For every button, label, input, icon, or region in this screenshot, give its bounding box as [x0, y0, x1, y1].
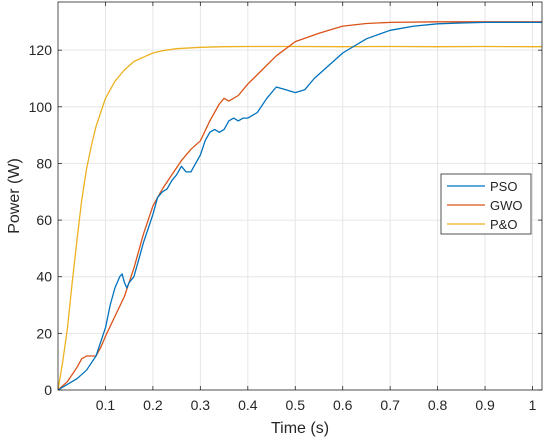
- x-tick-label: 0.6: [333, 397, 353, 413]
- y-tick-label: 40: [36, 269, 52, 285]
- legend-label: GWO: [490, 198, 523, 213]
- y-tick-label: 80: [36, 155, 52, 171]
- x-axis-label: Time (s): [271, 420, 329, 437]
- series-line-pso: [57, 21, 542, 391]
- axis-ticks: 0.1 0.2 0.3 0.4 0.5 0.6 0.7 0.8 0.9 1 0 20 40 60 80 100…: [29, 2, 542, 413]
- y-tick-label: 0: [44, 382, 52, 398]
- y-tick-label: 60: [36, 212, 52, 228]
- x-tick-label: 0.9: [475, 397, 495, 413]
- series-line-po: [57, 45, 542, 391]
- y-axis-label: Power (W): [6, 158, 23, 234]
- legend-label: P&O: [490, 217, 517, 232]
- series-lines: [57, 21, 542, 391]
- x-tick-label: 0.5: [286, 397, 306, 413]
- y-tick-label: 120: [29, 42, 53, 58]
- y-tick-label: 20: [36, 325, 52, 341]
- x-tick-label: 0.2: [143, 397, 163, 413]
- x-tick-label: 0.8: [428, 397, 448, 413]
- plot-frame: [57, 1, 543, 391]
- x-tick-label: 0.4: [238, 397, 258, 413]
- y-tick-label: 100: [29, 99, 53, 115]
- legend-label: PSO: [490, 179, 517, 194]
- x-tick-label: 1: [529, 397, 537, 413]
- legend: PSO GWO P&O: [440, 173, 532, 235]
- x-tick-label: 0.1: [96, 397, 116, 413]
- x-tick-label: 0.7: [380, 397, 400, 413]
- x-tick-label: 0.3: [191, 397, 211, 413]
